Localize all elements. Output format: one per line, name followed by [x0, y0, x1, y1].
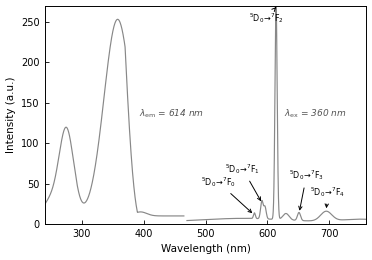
X-axis label: Wavelength (nm): Wavelength (nm): [161, 244, 250, 255]
Y-axis label: Intensity (a.u.): Intensity (a.u.): [6, 76, 16, 153]
Text: $^5$D$_0$$\!\to\!$$^7$F$_0$: $^5$D$_0$$\!\to\!$$^7$F$_0$: [201, 175, 251, 212]
Text: $\lambda_{\rm em}$ = 614 nm: $\lambda_{\rm em}$ = 614 nm: [139, 107, 205, 120]
Text: $^5$D$_0$$\!\to\!$$^7$F$_2$: $^5$D$_0$$\!\to\!$$^7$F$_2$: [249, 8, 283, 25]
Text: $\lambda_{\rm ex}$ = 360 nm: $\lambda_{\rm ex}$ = 360 nm: [284, 107, 347, 120]
Text: $^5$D$_0$$\!\to\!$$^7$F$_1$: $^5$D$_0$$\!\to\!$$^7$F$_1$: [225, 162, 260, 200]
Text: $^5$D$_0$$\!\to\!$$^7$F$_3$: $^5$D$_0$$\!\to\!$$^7$F$_3$: [289, 168, 324, 210]
Text: $^5$D$_0$$\!\to\!$$^7$F$_4$: $^5$D$_0$$\!\to\!$$^7$F$_4$: [310, 185, 345, 207]
